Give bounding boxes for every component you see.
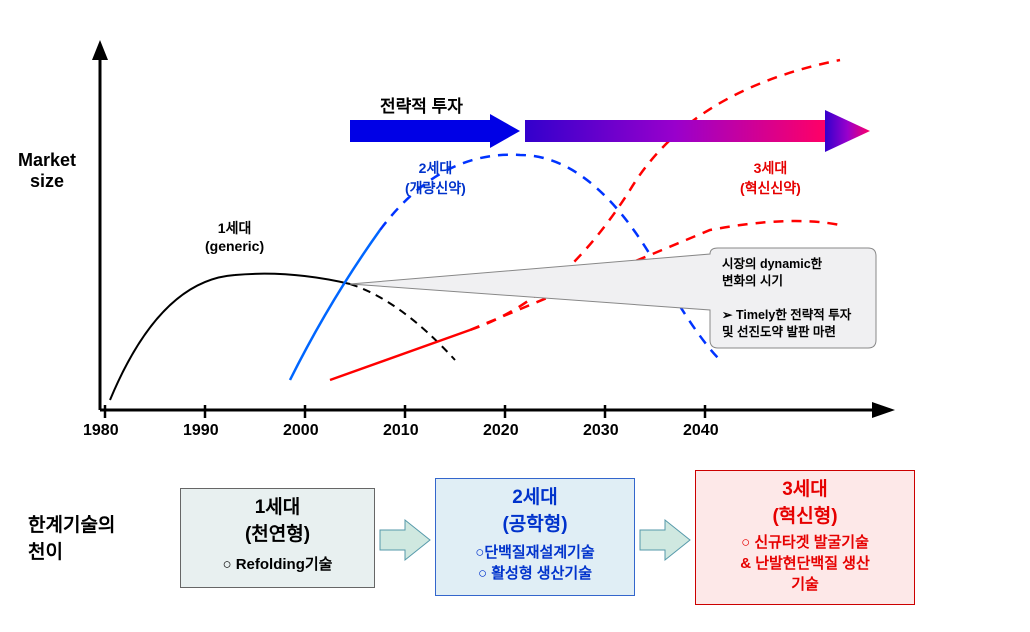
x-tick-label: 2000: [283, 422, 319, 440]
x-tick-label: 2030: [583, 422, 619, 440]
arrow-title: 전략적 투자: [380, 92, 463, 117]
diagram-root: Market size 전략적 투자 1980 1990 2000 2010 2020 2…: [10, 10, 1020, 622]
box1-line1: ○ Refolding기술: [189, 554, 366, 575]
gen1-label: 1세대 (generic): [205, 218, 264, 254]
curve-gen3-solid: [330, 330, 470, 380]
box1-sub: (천연형): [245, 524, 310, 545]
x-tick-label: 1980: [83, 422, 119, 440]
box3-line2: & 난발현단백질 생산: [740, 555, 870, 572]
gen2-box: 2세대 (공학형) ○단백질재설계기술 ○ 활성형 생산기술: [435, 478, 635, 596]
y-axis-arrowhead: [92, 40, 108, 60]
x-tick-label: 2020: [483, 422, 519, 440]
gradient-arrow: [525, 110, 870, 152]
curve-gen2-solid: [290, 230, 380, 380]
callout-text: 시장의 dynamic한 변화의 시기 ➢ Timely한 전략적 투자 및 선…: [722, 256, 851, 340]
gen2-label: 2세대 (개량신약): [405, 158, 466, 198]
curve-gen1-dashed: [350, 284, 455, 360]
x-tick-label: 2040: [683, 422, 719, 440]
blue-arrow: [350, 114, 520, 148]
gen1-sub: (generic): [205, 238, 264, 254]
callout-l3: ➢ Timely한 전략적 투자: [722, 308, 851, 322]
box2-line1: ○단백질재설계기술: [475, 544, 594, 561]
flow-arrow-1: [380, 520, 430, 560]
gen3-label: 3세대 (혁신신약): [740, 158, 801, 198]
callout-l4: 및 선진도약 발판 마련: [722, 325, 836, 339]
callout-l2: 변화의 시기: [722, 274, 783, 288]
box3-title: 3세대: [782, 479, 828, 500]
box2-line2: ○ 활성형 생산기술: [478, 565, 592, 582]
x-axis-arrowhead: [872, 402, 895, 418]
box2-sub: (공학형): [502, 514, 567, 535]
y-axis-label: Market size: [18, 150, 76, 192]
box1-title: 1세대: [255, 497, 301, 518]
x-tick-label: 1990: [183, 422, 219, 440]
gen3-sub: (혁신신약): [740, 180, 801, 196]
box2-title: 2세대: [512, 487, 558, 508]
callout-l1: 시장의 dynamic한: [722, 257, 822, 271]
flow-arrow-2: [640, 520, 690, 560]
box3-line1: ○ 신규타겟 발굴기술: [741, 534, 869, 551]
gen3-box: 3세대 (혁신형) ○ 신규타겟 발굴기술 & 난발현단백질 생산 기술: [695, 470, 915, 605]
gen1-title: 1세대: [218, 220, 252, 236]
gen3-title: 3세대: [754, 160, 788, 176]
box3-line3: 기술: [791, 576, 819, 593]
gen1-box: 1세대 (천연형) ○ Refolding기술: [180, 488, 375, 588]
box3-sub: (혁신형): [772, 506, 837, 527]
x-tick-label: 2010: [383, 422, 419, 440]
gen2-sub: (개량신약): [405, 180, 466, 196]
bottom-label: 한계기술의 천이: [28, 510, 115, 564]
gen2-title: 2세대: [419, 160, 453, 176]
